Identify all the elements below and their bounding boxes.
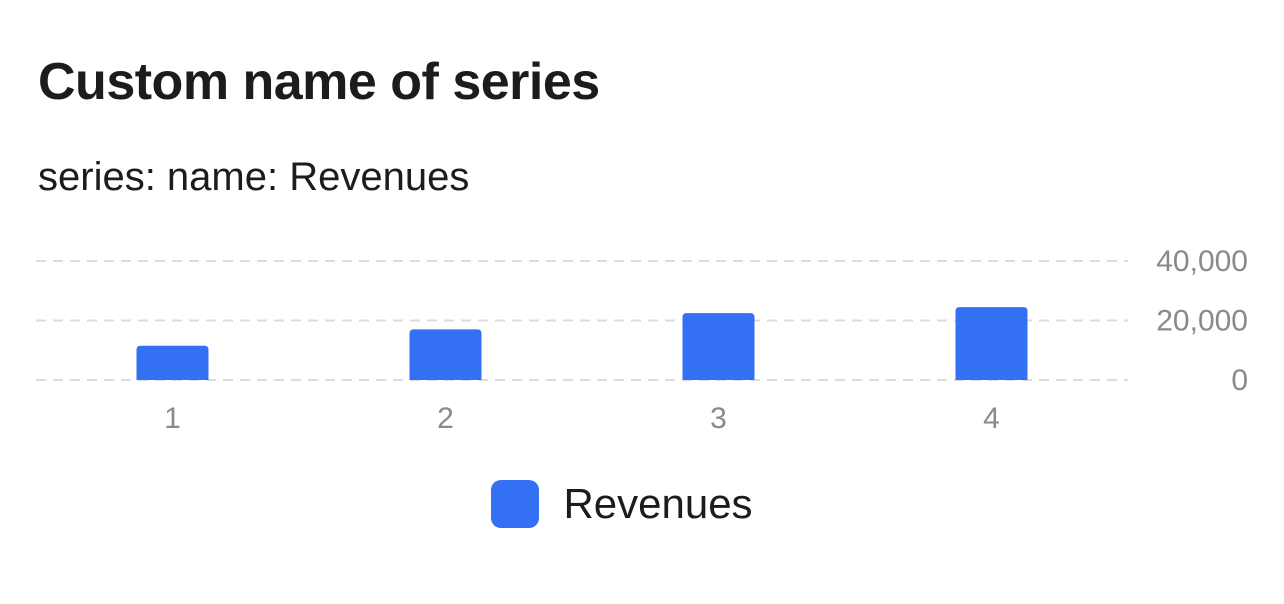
legend-label-revenues[interactable]: Revenues bbox=[563, 480, 753, 527]
x-tick-label: 4 bbox=[983, 402, 1000, 435]
bar-1[interactable] bbox=[136, 345, 209, 380]
y-tick-label: 20,000 bbox=[1156, 305, 1248, 338]
y-tick-label: 40,000 bbox=[1156, 245, 1248, 278]
bar-chart: 0 20,000 40,000 1 2 3 4 bbox=[36, 245, 1248, 435]
legend-swatch-revenues[interactable] bbox=[491, 480, 540, 528]
grid-lines bbox=[36, 260, 1128, 381]
chart-title: Custom name of series bbox=[38, 53, 600, 111]
chart-subtitle: series: name: Revenues bbox=[38, 155, 470, 199]
x-tick-label: 2 bbox=[437, 402, 454, 435]
x-tick-label: 1 bbox=[164, 402, 181, 435]
legend: Revenues bbox=[0, 480, 1284, 528]
bar-3[interactable] bbox=[682, 313, 755, 380]
bars bbox=[136, 307, 1028, 380]
x-axis-ticks: 1 2 3 4 bbox=[164, 402, 1000, 435]
y-axis-ticks: 0 20,000 40,000 bbox=[1156, 245, 1248, 397]
bar-4[interactable] bbox=[955, 307, 1028, 380]
y-tick-label: 0 bbox=[1231, 364, 1248, 397]
x-tick-label: 3 bbox=[710, 402, 727, 435]
bar-2[interactable] bbox=[409, 329, 482, 380]
